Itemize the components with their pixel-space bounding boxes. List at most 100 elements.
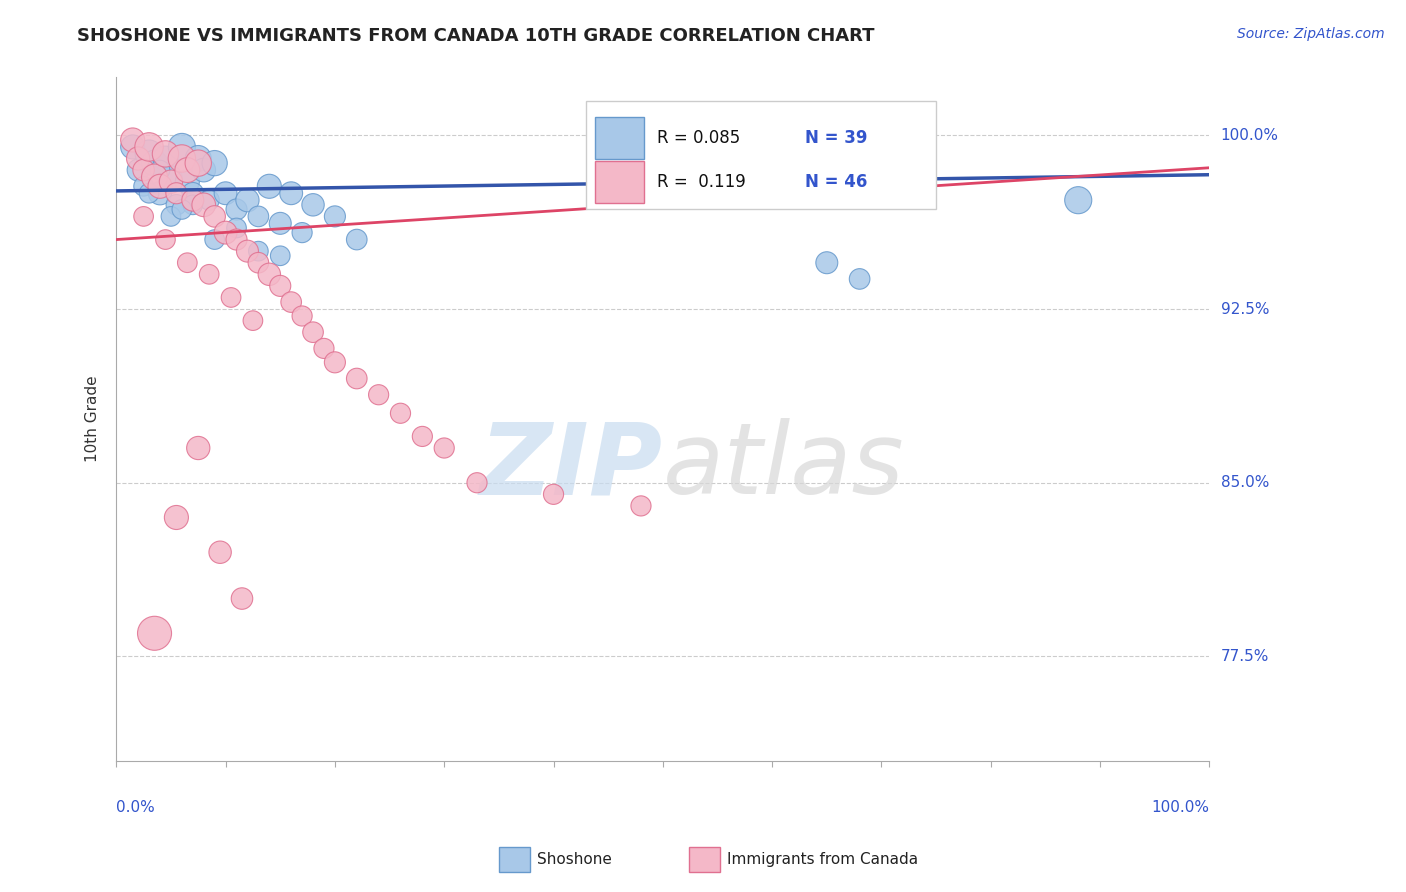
Y-axis label: 10th Grade: 10th Grade	[86, 376, 100, 462]
Point	[138, 186, 160, 201]
Point	[269, 249, 291, 263]
Point	[630, 499, 652, 513]
Point	[1067, 193, 1090, 207]
Point	[312, 342, 335, 356]
Text: 100.0%: 100.0%	[1220, 128, 1278, 143]
Point	[815, 256, 838, 270]
Point	[280, 295, 302, 310]
Point	[214, 186, 236, 201]
Point	[121, 140, 143, 154]
Point	[259, 179, 281, 194]
Point	[165, 510, 187, 524]
Point	[236, 244, 259, 259]
Point	[176, 163, 198, 178]
Point	[389, 406, 412, 420]
Point	[247, 256, 270, 270]
Point	[127, 152, 149, 166]
Text: R =  0.119: R = 0.119	[658, 173, 747, 191]
Text: Shoshone: Shoshone	[537, 853, 612, 867]
Text: atlas: atlas	[662, 418, 904, 516]
FancyBboxPatch shape	[595, 117, 644, 159]
Point	[204, 156, 226, 170]
Point	[198, 193, 221, 207]
Point	[155, 152, 177, 166]
Point	[323, 355, 346, 369]
Point	[247, 210, 270, 224]
Point	[193, 198, 215, 212]
Point	[149, 163, 172, 178]
Point	[323, 210, 346, 224]
Point	[225, 221, 247, 235]
Point	[225, 202, 247, 217]
Point	[225, 233, 247, 247]
Text: 0.0%: 0.0%	[117, 799, 155, 814]
Point	[170, 202, 193, 217]
Point	[121, 133, 143, 147]
Point	[259, 268, 281, 282]
Point	[433, 441, 456, 455]
Point	[187, 156, 209, 170]
Point	[155, 146, 177, 161]
Text: N = 39: N = 39	[806, 128, 868, 146]
Point	[302, 198, 325, 212]
Point	[165, 186, 187, 201]
Text: SHOSHONE VS IMMIGRANTS FROM CANADA 10TH GRADE CORRELATION CHART: SHOSHONE VS IMMIGRANTS FROM CANADA 10TH …	[77, 27, 875, 45]
Point	[187, 441, 209, 455]
Text: 77.5%: 77.5%	[1220, 649, 1268, 664]
Point	[143, 626, 166, 640]
Point	[149, 179, 172, 194]
Text: N = 46: N = 46	[806, 173, 868, 191]
Point	[242, 313, 264, 327]
Text: Immigrants from Canada: Immigrants from Canada	[727, 853, 918, 867]
Point	[231, 591, 253, 606]
Point	[181, 186, 204, 201]
Point	[160, 169, 183, 184]
Point	[302, 325, 325, 339]
Point	[346, 371, 368, 385]
Point	[848, 272, 870, 286]
Point	[247, 244, 270, 259]
Point	[291, 226, 314, 240]
Point	[165, 198, 187, 212]
Point	[132, 179, 155, 194]
Point	[198, 268, 221, 282]
Point	[269, 216, 291, 230]
Point	[181, 193, 204, 207]
Point	[155, 233, 177, 247]
Point	[132, 210, 155, 224]
Point	[176, 175, 198, 189]
Point	[160, 210, 183, 224]
Point	[187, 152, 209, 166]
Point	[143, 169, 166, 184]
Point	[346, 233, 368, 247]
Point	[706, 179, 728, 194]
Point	[543, 487, 565, 501]
Text: 100.0%: 100.0%	[1152, 799, 1209, 814]
Point	[367, 388, 389, 402]
Point	[170, 140, 193, 154]
Point	[291, 309, 314, 323]
Point	[138, 146, 160, 161]
Point	[465, 475, 488, 490]
Point	[214, 226, 236, 240]
Point	[204, 210, 226, 224]
Point	[132, 163, 155, 178]
Point	[176, 256, 198, 270]
Text: Source: ZipAtlas.com: Source: ZipAtlas.com	[1237, 27, 1385, 41]
FancyBboxPatch shape	[586, 101, 936, 210]
Point	[236, 193, 259, 207]
Point	[204, 233, 226, 247]
Point	[193, 163, 215, 178]
Point	[170, 152, 193, 166]
Point	[209, 545, 232, 559]
Point	[181, 198, 204, 212]
Text: 92.5%: 92.5%	[1220, 301, 1270, 317]
Point	[143, 156, 166, 170]
Point	[149, 186, 172, 201]
Point	[127, 163, 149, 178]
Point	[219, 290, 242, 304]
Point	[160, 175, 183, 189]
Text: ZIP: ZIP	[479, 418, 662, 516]
Text: R = 0.085: R = 0.085	[658, 128, 741, 146]
Point	[411, 429, 433, 443]
